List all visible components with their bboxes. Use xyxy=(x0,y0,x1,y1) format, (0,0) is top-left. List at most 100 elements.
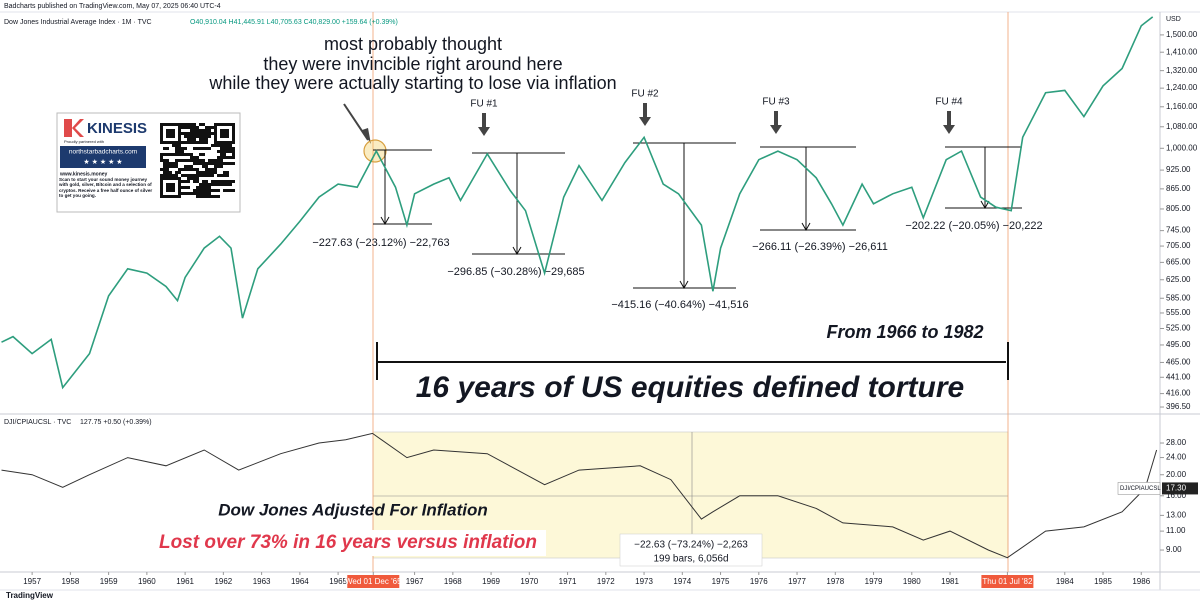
qr-cell xyxy=(220,159,223,162)
qr-cell xyxy=(202,186,205,189)
qr-cell xyxy=(196,141,199,144)
qr-cell xyxy=(175,165,178,168)
qr-cell xyxy=(196,186,199,189)
qr-cell xyxy=(187,123,190,126)
qr-cell xyxy=(166,159,169,162)
qr-cell xyxy=(202,195,205,198)
x-tick-label: 1960 xyxy=(138,577,156,586)
x-tick-label: 1980 xyxy=(903,577,921,586)
arrow xyxy=(343,103,369,141)
qr-cell xyxy=(211,132,214,135)
qr-cell xyxy=(217,123,220,126)
qr-cell xyxy=(205,129,208,132)
qr-cell xyxy=(223,183,226,186)
qr-cell xyxy=(214,180,217,183)
qr-cell xyxy=(193,135,196,138)
qr-cell xyxy=(193,147,196,150)
qr-cell xyxy=(172,189,175,192)
x-tick-label: 1961 xyxy=(176,577,194,586)
qr-cell xyxy=(223,162,226,165)
qr-cell xyxy=(175,171,178,174)
x-tick-label: 1972 xyxy=(597,577,615,586)
qr-cell xyxy=(205,174,208,177)
y-tick-label: 1,410.00 xyxy=(1166,47,1198,56)
qr-cell xyxy=(169,153,172,156)
drop-label: −415.16 (−40.64%) −41,516 xyxy=(611,299,748,311)
qr-cell xyxy=(175,147,178,150)
note: while they were actually starting to los… xyxy=(208,73,616,93)
qr-cell xyxy=(220,174,223,177)
qr-cell xyxy=(202,165,205,168)
qr-cell xyxy=(202,141,205,144)
y-tick-label: 13.00 xyxy=(1166,510,1187,519)
last-value-label: 17.30 xyxy=(1166,484,1187,493)
qr-cell xyxy=(205,162,208,165)
qr-cell xyxy=(199,141,202,144)
qr-cell xyxy=(190,174,193,177)
qr-cell xyxy=(187,174,190,177)
qr-cell xyxy=(223,144,226,147)
qr-cell xyxy=(217,156,220,159)
qr-cell xyxy=(217,150,220,153)
qr-cell xyxy=(196,129,199,132)
qr-cell xyxy=(166,147,169,150)
qr-cell xyxy=(163,171,166,174)
qr-cell xyxy=(187,192,190,195)
qr-cell xyxy=(187,186,190,189)
qr-cell xyxy=(232,189,235,192)
qr-code xyxy=(160,123,235,198)
qr-cell xyxy=(205,165,208,168)
qr-cell xyxy=(232,141,235,144)
qr-cell xyxy=(223,153,226,156)
x-tick-label: 1968 xyxy=(444,577,462,586)
qr-cell xyxy=(184,165,187,168)
qr-cell xyxy=(187,141,190,144)
qr-cell xyxy=(160,123,163,126)
qr-cell xyxy=(178,147,181,150)
measure-box xyxy=(619,533,763,567)
qr-cell xyxy=(175,177,178,180)
qr-cell xyxy=(205,126,208,129)
qr-cell xyxy=(223,189,226,192)
qr-cell xyxy=(160,129,163,132)
price-line xyxy=(1,16,1154,390)
y-tick-label: 865.00 xyxy=(1166,184,1191,193)
qr-cell xyxy=(166,123,169,126)
qr-cell xyxy=(211,168,214,171)
y-tick-label: 555.00 xyxy=(1166,308,1191,317)
qr-cell xyxy=(175,144,178,147)
qr-cell xyxy=(190,141,193,144)
qr-cell xyxy=(199,153,202,156)
x-tick-label: 1967 xyxy=(406,577,424,586)
qr-cell xyxy=(184,159,187,162)
qr-cell xyxy=(160,180,163,183)
highlight xyxy=(363,139,387,163)
fu-label: FU #1 xyxy=(470,99,498,110)
qr-cell xyxy=(208,129,211,132)
qr-cell xyxy=(208,132,211,135)
qr-cell xyxy=(202,174,205,177)
bracket-head xyxy=(679,280,689,290)
qr-cell xyxy=(196,180,199,183)
x-tick-label: 1977 xyxy=(788,577,806,586)
qr-cell xyxy=(178,168,181,171)
qr-cell xyxy=(190,159,193,162)
qr-cell xyxy=(223,180,226,183)
qr-cell xyxy=(187,132,190,135)
qr-cell xyxy=(214,159,217,162)
qr-cell xyxy=(196,189,199,192)
qr-cell xyxy=(178,189,181,192)
qr-cell xyxy=(166,168,169,171)
lower-title: Dow Jones Adjusted For Inflation xyxy=(218,500,488,519)
qr-cell xyxy=(211,189,214,192)
qr-cell xyxy=(217,195,220,198)
fu-label: FU #4 xyxy=(935,97,963,108)
qr-cell xyxy=(211,180,214,183)
drop-label: −202.22 (−20.05%) −20,222 xyxy=(905,220,1042,232)
qr-cell xyxy=(172,141,175,144)
qr-cell xyxy=(160,156,163,159)
qr-cell xyxy=(160,177,163,180)
x-tick-label: 1976 xyxy=(750,577,768,586)
qr-cell xyxy=(169,123,172,126)
drop-label: −266.11 (−26.39%) −26,611 xyxy=(752,241,888,253)
